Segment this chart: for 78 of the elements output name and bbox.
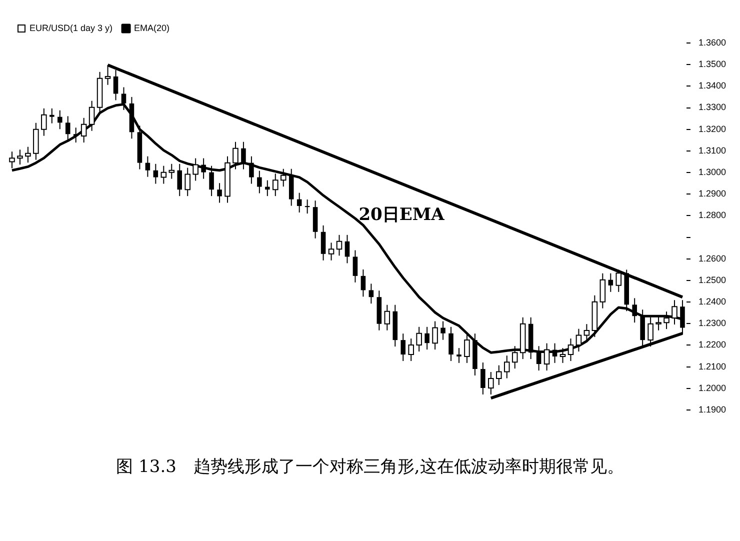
y-tick-label: 1.2300 [698,318,726,328]
candlestick [217,182,222,204]
y-tick-label: 1.2200 [698,340,726,350]
candlestick [488,372,494,395]
candlestick [336,234,342,256]
y-tick-label: 1.3500 [698,59,726,70]
candlestick [232,141,238,170]
candlestick [504,355,510,379]
candlestick [257,170,262,194]
candlestick [41,108,47,136]
candlestick [177,163,182,197]
candlestick [201,158,206,180]
candlestick [328,242,334,261]
candlestick [448,326,454,362]
candlestick [288,168,294,206]
y-tick-label: 1.2600 [698,253,726,264]
candlestick [192,158,198,182]
candlestick [17,149,23,166]
candlestick [672,300,678,326]
y-tick-label: 1.2100 [698,361,726,372]
candlestick [424,326,430,350]
candlestick [57,110,62,130]
candlestick [272,173,278,197]
candlestick [80,117,87,144]
legend-label: EUR/USD(1 day 3 y) [30,22,113,33]
candlestick [432,320,438,350]
candlestick [153,163,158,184]
candlestick [600,272,606,309]
candlestick [168,163,175,180]
candlestick [352,250,358,283]
candlestick [408,338,414,362]
candlestick [33,122,39,160]
candlestick [65,116,70,142]
candlestick [50,108,54,124]
candlestick [160,165,167,184]
candlestick [320,224,326,261]
candlestick [280,168,286,188]
candlestick [368,283,374,304]
candlestick [616,269,622,292]
candlestick [113,69,118,101]
candlestick [249,156,254,184]
candlestick [416,326,422,352]
candlestick [360,268,366,298]
candlestick [241,141,246,170]
candlestick [400,333,406,362]
candlestick [296,192,302,213]
y-tick-label: 1.3100 [698,145,726,156]
candlestick [25,146,31,164]
candlestick [384,304,390,331]
candlestick [496,364,502,386]
y-tick-label: 1.2000 [698,382,726,393]
legend-label: EMA(20) [134,22,170,33]
candlestick [584,324,590,342]
y-tick-label: 1.1900 [698,404,726,414]
y-tick-label: 1.2500 [698,274,726,285]
y-tick-label: 1.2900 [698,188,726,199]
candlestick [608,272,614,292]
candlestick [440,320,446,340]
candlestick [184,167,190,197]
candlestick [344,234,350,264]
candlestick [480,362,486,395]
caption: 图 13.3 趋势线形成了一个对称三角形,这在低波动率时期很常见。 [115,456,625,478]
y-tick-label: 1.3600 [698,37,726,48]
candlestick [656,316,662,331]
candlestick [265,180,270,197]
y-tick-label: 1.3000 [698,167,726,178]
candlestick [456,348,462,364]
y-tick-label: 1.3400 [698,80,726,91]
candlestick [145,156,150,178]
candlestick [664,311,670,330]
candlestick [209,165,214,197]
y-tick-label: 1.3300 [698,102,726,112]
annotation: 20日EMA [358,204,446,225]
y-tick-label: 1.3200 [698,124,726,134]
y-tick-label: 1.2400 [698,296,726,307]
y-tick-label: 1.2800 [698,210,726,220]
candlestick [73,127,78,144]
candlestick [632,298,637,324]
